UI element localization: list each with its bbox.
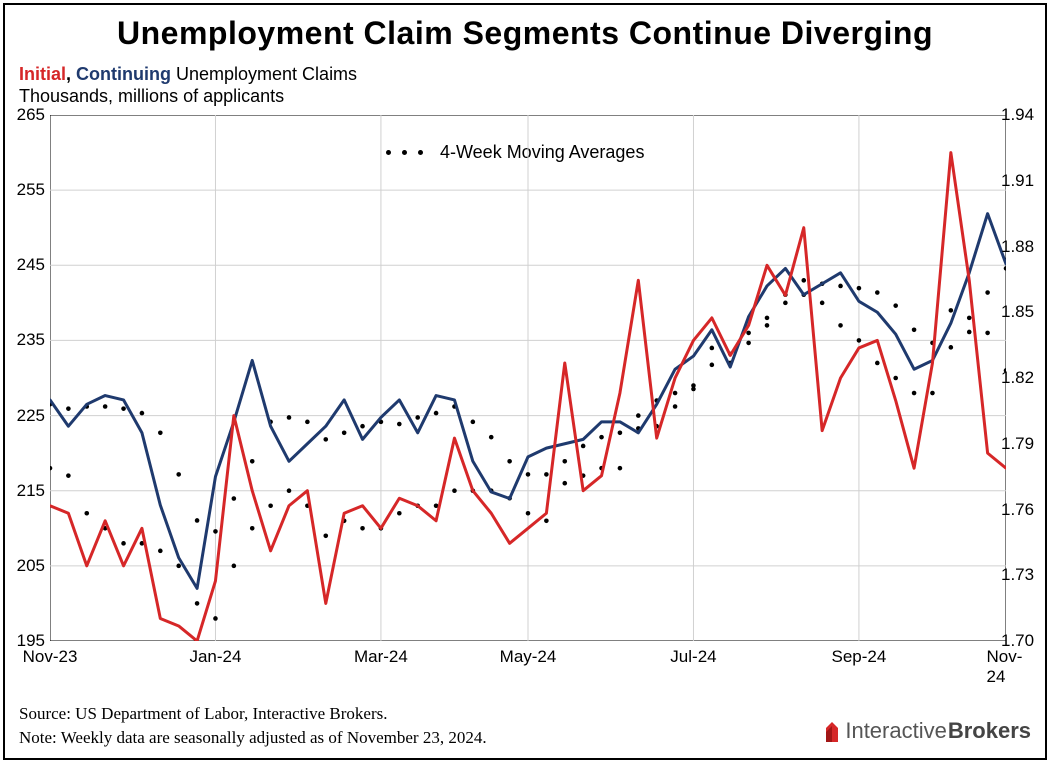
legend-continuing-label: Continuing: [76, 64, 171, 84]
x-tick-label: Jan-24: [189, 647, 241, 667]
y-right-tick-label: 1.76: [1001, 500, 1037, 520]
y-right-tick-label: 1.79: [1001, 434, 1037, 454]
x-tick-label: Nov-23: [23, 647, 78, 667]
source-text: Source: US Department of Labor, Interact…: [19, 704, 387, 724]
brand-icon: [823, 718, 841, 742]
x-tick-label: Jul-24: [670, 647, 716, 667]
y-left-tick-label: 245: [13, 255, 45, 275]
y-right-tick-label: 1.82: [1001, 368, 1037, 388]
y-right-tick-label: 1.73: [1001, 565, 1037, 585]
brand-text-1: Interactive: [845, 718, 947, 744]
x-tick-label: Nov-24: [987, 647, 1026, 687]
chart-svg: [50, 115, 1006, 641]
chart-plot-area: [50, 115, 1006, 641]
legend-initial-label: Initial: [19, 64, 66, 84]
subtitle-comma: ,: [66, 64, 76, 84]
brand-text-2: Brokers: [948, 718, 1031, 744]
y-left-tick-label: 255: [13, 180, 45, 200]
y-left-tick-label: 235: [13, 330, 45, 350]
y-right-tick-label: 1.85: [1001, 302, 1037, 322]
chart-units: Thousands, millions of applicants: [19, 86, 284, 107]
y-left-tick-label: 225: [13, 406, 45, 426]
y-right-tick-label: 1.94: [1001, 105, 1037, 125]
chart-title: Unemployment Claim Segments Continue Div…: [5, 15, 1045, 52]
y-right-tick-label: 1.91: [1001, 171, 1037, 191]
x-tick-label: Sep-24: [832, 647, 887, 667]
chart-frame: Unemployment Claim Segments Continue Div…: [3, 3, 1047, 760]
brand-logo: InteractiveBrokers: [823, 714, 1031, 744]
y-right-tick-label: 1.88: [1001, 237, 1037, 257]
y-left-tick-label: 205: [13, 556, 45, 576]
chart-subtitle: Initial, Continuing Unemployment Claims: [19, 64, 357, 85]
note-text: Note: Weekly data are seasonally adjuste…: [19, 728, 487, 748]
y-left-tick-label: 265: [13, 105, 45, 125]
y-left-tick-label: 215: [13, 481, 45, 501]
subtitle-rest: Unemployment Claims: [171, 64, 357, 84]
x-tick-label: Mar-24: [354, 647, 408, 667]
x-tick-label: May-24: [500, 647, 557, 667]
